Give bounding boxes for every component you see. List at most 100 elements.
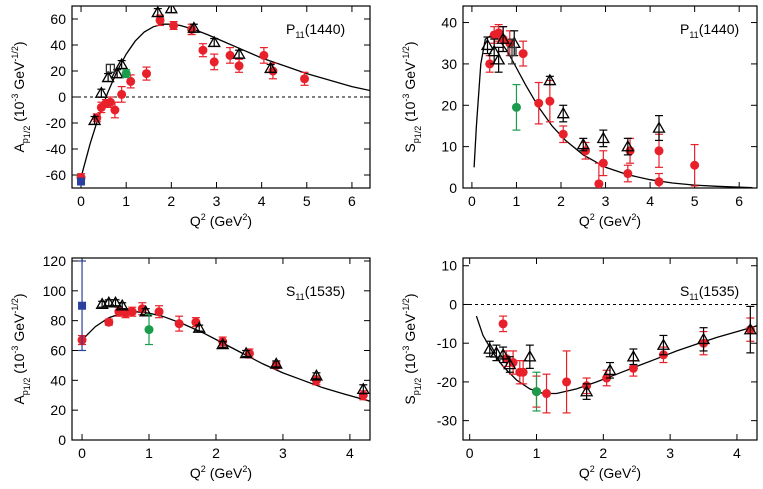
y-tick-label: 120: [43, 253, 67, 269]
ylabel-a: S: [402, 143, 418, 152]
resonance-tail: (1440): [305, 21, 345, 37]
triangle-point: [621, 139, 635, 152]
triangle-point: [269, 357, 283, 369]
xlabel-sup2: 2: [631, 464, 636, 474]
plot-frame: [462, 5, 758, 189]
y-tick-label: 60: [50, 342, 66, 358]
x-tick-label: 3: [602, 193, 610, 209]
red-point: [127, 307, 137, 317]
ylabel-close: ): [402, 293, 418, 298]
y-tick-label: 40: [441, 15, 457, 31]
triangle-point: [151, 6, 165, 18]
resonance-sub: 11: [295, 292, 304, 302]
resonance-sub: 11: [689, 292, 698, 302]
resonance-main: P: [680, 21, 689, 37]
ylabel-unit: (10: [11, 101, 27, 125]
triangle-point: [492, 52, 506, 65]
xlabel-sup: 2: [201, 212, 206, 222]
y-tick-label: 20: [441, 97, 457, 113]
x-axis-label: Q2 (GeV2): [190, 212, 252, 229]
xlabel-close: ): [247, 465, 252, 481]
triangle-point: [480, 38, 495, 51]
x-tick-label: 0: [78, 445, 86, 461]
x-tick-label: 4: [346, 445, 354, 461]
red-point: [690, 160, 700, 170]
ylabel-unit2: GeV: [11, 313, 27, 346]
triangle-point: [543, 73, 557, 86]
ylabel-subsub: 1/2: [413, 378, 423, 391]
x-tick-label: 5: [691, 193, 699, 209]
ylabel-exp2: -1/2: [401, 46, 411, 62]
green-point: [511, 102, 521, 112]
x-tick-label: 0: [468, 193, 476, 209]
x-tick-label: 1: [122, 193, 130, 209]
x-tick-label: 1: [533, 445, 541, 461]
y-tick-label: -30: [437, 413, 457, 429]
xlabel-sup: 2: [590, 464, 595, 474]
triangle-point: [523, 349, 537, 362]
ylabel-close: ): [402, 41, 418, 46]
triangle-point: [264, 61, 278, 74]
red-point: [209, 57, 219, 67]
y-axis-label: Sp1/2 (10-3 GeV-1/2): [401, 41, 423, 152]
x-axis-label: Q2 (GeV2): [579, 212, 641, 229]
red-point: [300, 74, 310, 84]
x-tick-label: 2: [167, 193, 175, 209]
x-tick-label: 4: [646, 193, 654, 209]
red-point: [142, 69, 151, 79]
triangle-point: [483, 342, 497, 354]
triangle-point: [556, 106, 570, 119]
xlabel-sup: 2: [201, 464, 206, 474]
ylabel-exp: -3: [401, 346, 411, 354]
green-point: [121, 69, 131, 79]
triangle-point: [603, 363, 617, 376]
data-layer: [77, 260, 370, 402]
y-tick-label: 0: [58, 89, 66, 105]
ylabel-unit2: GeV: [11, 61, 27, 94]
triangle-point: [496, 32, 510, 44]
x-tick-label: 0: [77, 193, 85, 209]
red-point: [110, 105, 120, 115]
ylabel-sub: p: [20, 390, 30, 395]
ylabel-sub: p: [411, 138, 421, 143]
xlabel-q: Q: [190, 213, 201, 229]
y-tick-label: 20: [50, 402, 66, 418]
xlabel-close: ): [636, 213, 641, 229]
triangle-point: [356, 382, 370, 395]
resonance-label: P11(1440): [680, 21, 739, 40]
triangle-point: [192, 321, 206, 333]
red-point: [654, 146, 664, 156]
y-tick-label: 0: [449, 296, 457, 312]
xlabel-q: Q: [190, 465, 201, 481]
x-tick-label: 2: [212, 445, 220, 461]
ylabel-exp: -3: [401, 94, 411, 102]
resonance-tail: (1535): [305, 283, 345, 299]
y-tick-label: 80: [50, 313, 66, 329]
xlabel-sup2: 2: [242, 212, 247, 222]
triangle-point: [743, 322, 757, 335]
xlabel-sup: 2: [590, 212, 595, 222]
ylabel-subsub: 1/2: [413, 126, 423, 139]
red-point: [169, 21, 179, 30]
triangle-point: [94, 86, 108, 98]
ylabel-a: A: [11, 143, 27, 153]
red-point: [117, 89, 127, 99]
red-point: [174, 319, 184, 329]
data-layer: [473, 24, 753, 188]
red-point: [498, 319, 508, 329]
ylabel-unit: (10: [402, 101, 418, 125]
x-tick-label: 3: [213, 193, 221, 209]
triangle-point: [652, 121, 666, 133]
model-curve: [475, 315, 757, 395]
y-tick-label: 10: [441, 139, 457, 155]
y-tick-label: 40: [50, 37, 66, 53]
ylabel-exp2: -1/2: [10, 46, 20, 62]
xlabel-close: ): [636, 465, 641, 481]
red-point: [545, 96, 555, 106]
red-point: [154, 307, 164, 317]
model-curve: [80, 23, 370, 178]
red-point: [485, 59, 495, 69]
xlabel-q: Q: [579, 465, 590, 481]
